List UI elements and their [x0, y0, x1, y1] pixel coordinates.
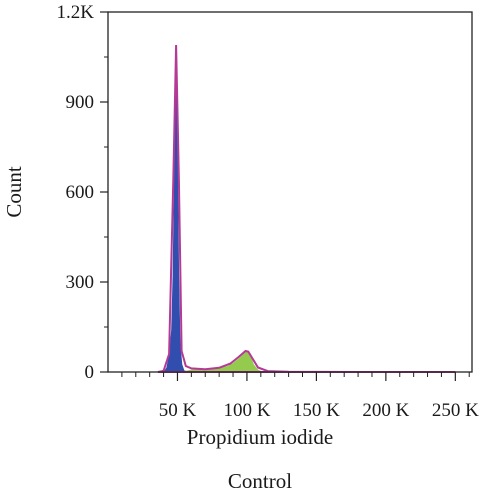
- plot-frame: [107, 11, 473, 373]
- x-tick-label: 250 K: [432, 400, 479, 421]
- series-0-area: [163, 45, 192, 372]
- x-tick-label: 100 K: [223, 400, 270, 421]
- y-tick-label: 900: [66, 92, 95, 113]
- y-tick-label: 1.2K: [57, 2, 95, 23]
- y-axis-title: Count: [2, 166, 26, 218]
- plot-area: [157, 44, 456, 373]
- y-axis-ticks: 0 300 600 900 1.2K: [57, 2, 108, 383]
- x-axis-title: Propidium iodide: [187, 425, 333, 449]
- y-tick-label: 600: [66, 182, 95, 203]
- x-tick-label: 200 K: [362, 400, 409, 421]
- y-tick-label: 0: [85, 362, 95, 383]
- y-tick-label: 300: [66, 272, 95, 293]
- series-1-area: [180, 351, 264, 372]
- x-tick-label: 50 K: [159, 400, 197, 421]
- x-tick-label: 150 K: [293, 400, 340, 421]
- x-axis-ticks: 50 K 100 K 150 K 200 K 250 K: [121, 372, 479, 421]
- chart-caption: Control: [228, 469, 292, 493]
- series-2-outline: [157, 44, 456, 373]
